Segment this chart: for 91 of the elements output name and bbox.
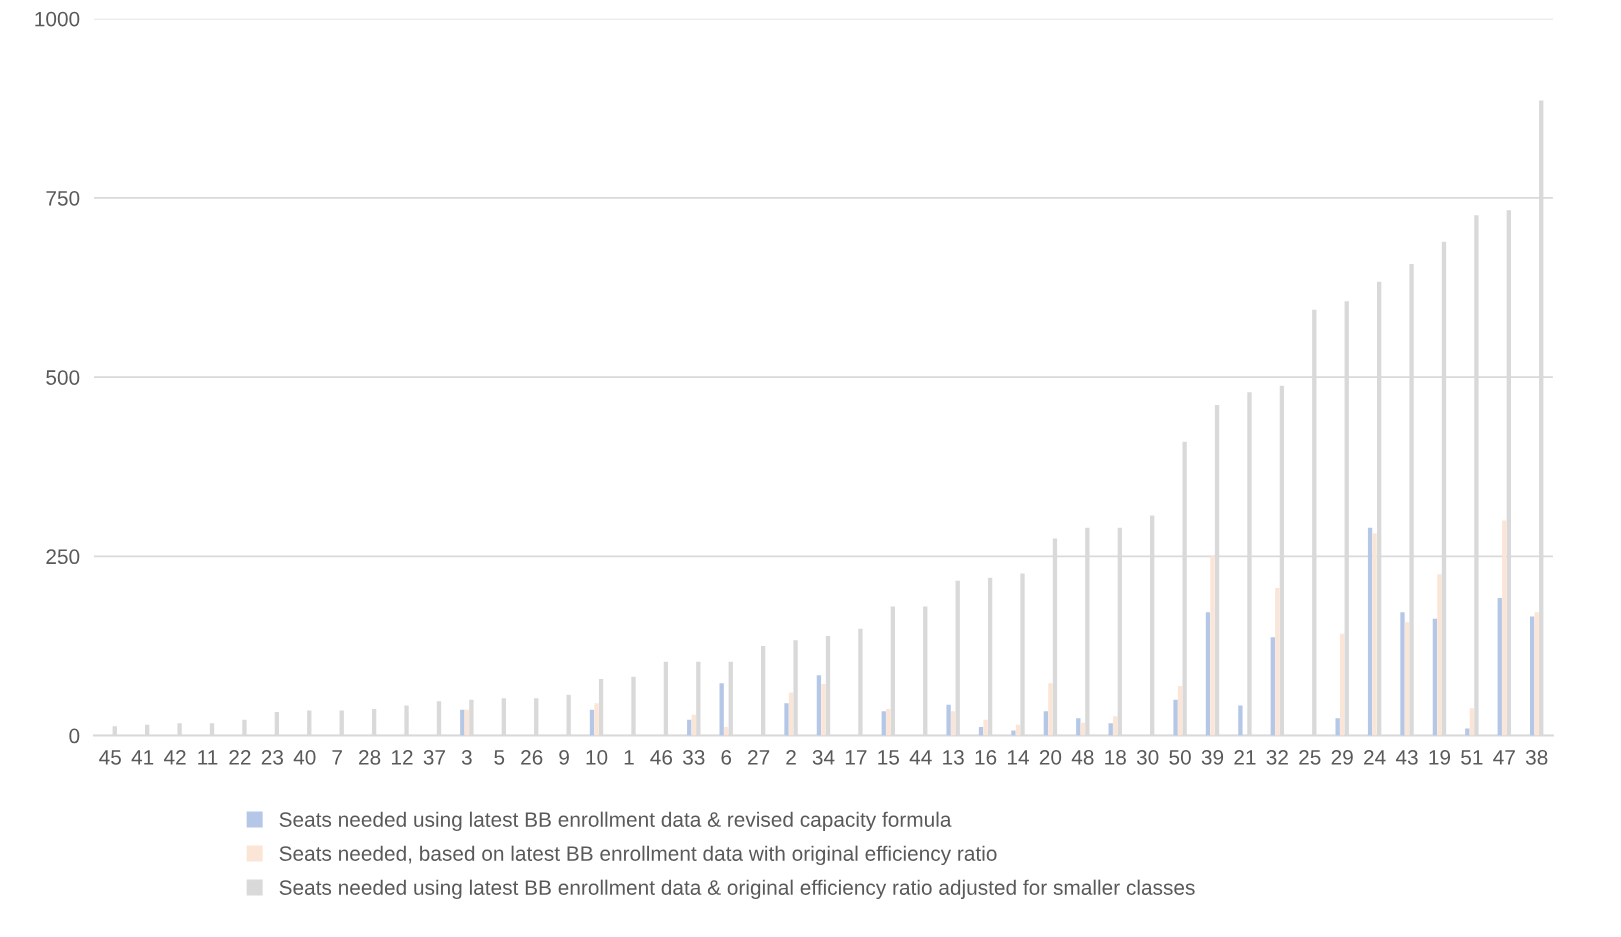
x-tick-label: 46: [650, 749, 673, 765]
x-tick-label: 25: [1299, 749, 1321, 765]
y-tick-label: 0: [69, 728, 80, 744]
x-tick-label: 17: [845, 750, 867, 765]
bar: [816, 675, 822, 736]
bar: [946, 704, 951, 736]
x-tick-label: 29: [1331, 749, 1353, 765]
bar: [1173, 699, 1178, 736]
x-tick-label: 23: [261, 749, 283, 765]
bar: [1367, 527, 1373, 736]
x-tick-label: 13: [943, 749, 964, 765]
x-tick-label: 39: [1201, 749, 1224, 765]
x-tick-label: 2: [786, 749, 796, 765]
y-tick-label: 500: [46, 370, 80, 385]
bar: [821, 683, 826, 736]
x-tick-label: 6: [721, 749, 732, 765]
bar: [1113, 716, 1118, 736]
bar: [1205, 612, 1211, 736]
bar: [788, 692, 794, 736]
x-tick-label: 5: [494, 750, 505, 765]
x-tick-label: 43: [1395, 749, 1418, 765]
x-tick-label: 41: [131, 750, 154, 765]
x-tick-label: 32: [1266, 749, 1288, 765]
y-tick-label: 1000: [35, 11, 80, 27]
x-tick-label: 40: [293, 749, 316, 765]
bar: [1048, 683, 1053, 736]
legend-label: Seats needed, based on latest BB enrollment data with original efficiency ratio: [279, 845, 997, 866]
bar: [1076, 718, 1081, 736]
x-tick-label: 33: [683, 749, 705, 765]
bar: [719, 683, 724, 736]
bar: [983, 719, 988, 736]
bar: [1340, 633, 1345, 736]
bar: [1465, 728, 1470, 736]
bar: [1275, 587, 1280, 736]
bar: [1404, 622, 1410, 736]
bar: [1437, 574, 1442, 736]
x-tick-label: 27: [748, 749, 770, 765]
bar: [1372, 533, 1377, 736]
bar: [594, 703, 599, 736]
bar: [1335, 718, 1340, 736]
x-tick-label: 51: [1461, 750, 1483, 765]
x-tick-label: 38: [1525, 749, 1548, 765]
x-tick-label: 1: [624, 750, 634, 765]
x-tick-label: 42: [163, 749, 186, 765]
x-tick-label: 37: [423, 749, 445, 765]
bar: [1432, 618, 1438, 736]
legend-label: Seats needed using latest BB enrollment data & original efficiency ratio adjusted for smaller classes: [279, 879, 1195, 900]
x-tick-label: 24: [1364, 749, 1386, 765]
x-tick-label: 50: [1169, 749, 1191, 765]
x-tick-label: 30: [1136, 749, 1159, 765]
bar: [886, 709, 891, 736]
x-tick-label: 18: [1105, 749, 1126, 765]
bar: [1210, 556, 1215, 736]
bar: [1400, 612, 1405, 736]
x-tick-label: 21: [1234, 749, 1256, 765]
bar: [1502, 520, 1507, 736]
x-tick-label: 15: [878, 750, 900, 765]
x-tick-label: 44: [909, 750, 932, 765]
x-tick-label: 12: [392, 749, 413, 765]
bar: [1270, 637, 1275, 736]
bar: [1530, 616, 1535, 736]
legend-label: Seats needed using latest BB enrollment data & revised capacity formula: [279, 811, 952, 832]
bar: [1238, 705, 1243, 736]
x-tick-label: 7: [332, 750, 342, 765]
x-tick-label: 19: [1429, 749, 1451, 765]
x-tick-label: 28: [359, 749, 381, 765]
x-tick-label: 3: [461, 749, 472, 765]
x-tick-label: 22: [229, 749, 251, 765]
bar: [1534, 612, 1539, 736]
x-tick-label: 16: [975, 749, 997, 765]
bar: [881, 711, 886, 736]
bar: [1497, 597, 1502, 736]
x-tick-label: 48: [1071, 749, 1094, 765]
x-tick-label: 14: [1007, 750, 1029, 765]
bar: [1043, 711, 1049, 736]
x-tick-label: 9: [559, 749, 569, 765]
x-tick-label: 47: [1493, 750, 1515, 765]
bar: [784, 703, 789, 736]
x-tick-label: 26: [521, 749, 543, 765]
x-tick-label: 45: [99, 750, 121, 765]
bar: [1108, 723, 1113, 736]
x-tick-label: 34: [812, 749, 835, 765]
y-tick-label: 750: [46, 190, 80, 206]
bar: [950, 711, 956, 736]
bar: [1011, 730, 1016, 736]
x-tick-label: 11: [198, 750, 218, 765]
y-tick-label: 250: [46, 549, 80, 565]
bar: [1469, 708, 1475, 736]
x-tick-label: 10: [586, 749, 608, 765]
x-tick-label: 20: [1039, 749, 1062, 765]
bar: [1177, 686, 1183, 736]
